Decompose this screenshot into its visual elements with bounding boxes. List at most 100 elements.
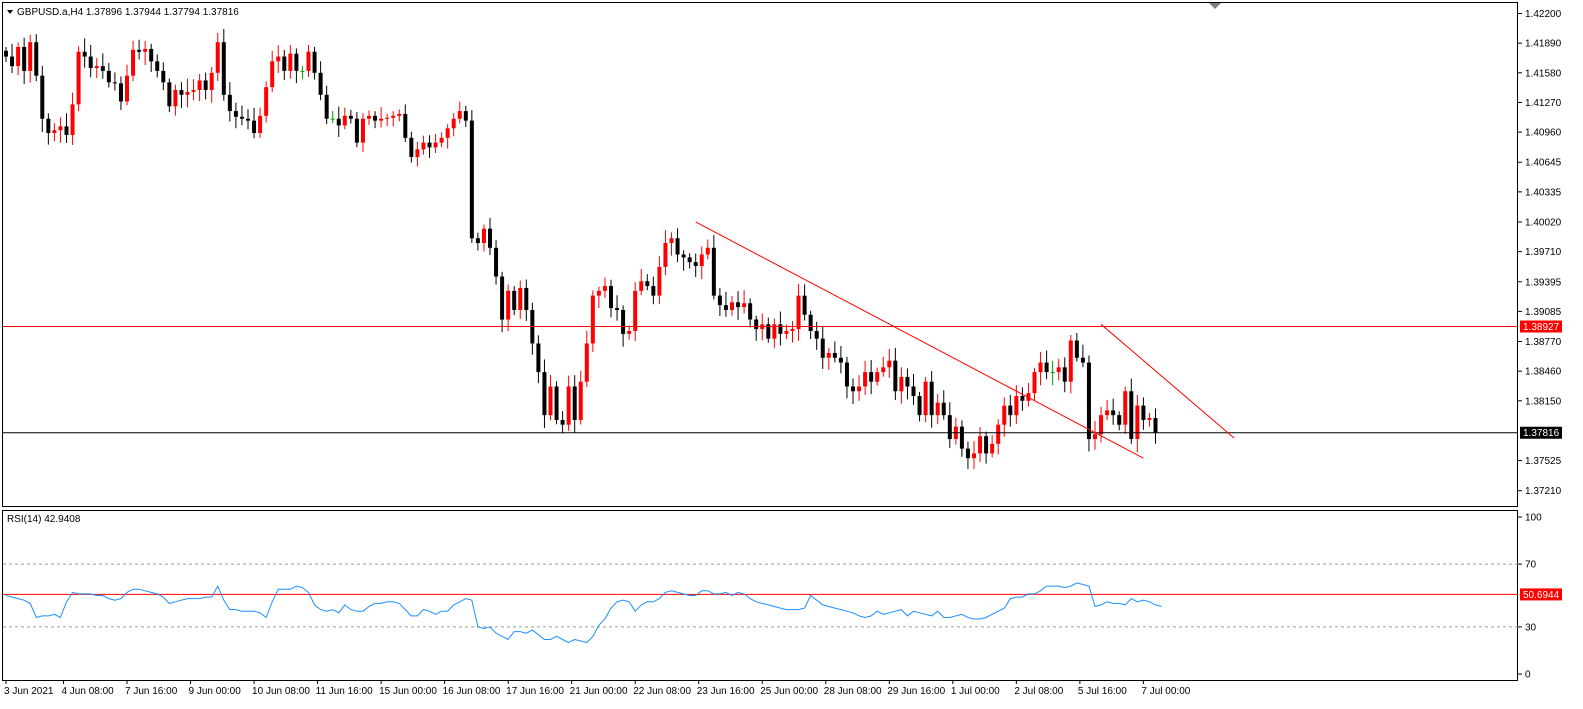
candle-body [354, 118, 359, 143]
candle-body [488, 228, 492, 248]
candle-body [984, 436, 989, 454]
candle-body [766, 324, 771, 339]
candle [808, 310, 813, 340]
price-pane[interactable] [2, 2, 1518, 507]
candle-body [161, 70, 166, 83]
candle [1038, 351, 1043, 386]
candle [1080, 344, 1085, 368]
candle [923, 377, 928, 423]
candle-body [155, 61, 160, 71]
candle [1147, 412, 1152, 427]
candle-body [227, 94, 232, 112]
candle-body [421, 142, 426, 150]
candle [1050, 360, 1055, 386]
candle [663, 230, 668, 276]
candle [100, 53, 105, 79]
candle-body [911, 386, 916, 397]
candle-body [687, 257, 692, 263]
candle-body [802, 295, 807, 315]
candle [58, 117, 63, 143]
candle-body [681, 254, 686, 258]
candle [221, 28, 226, 101]
candle [693, 253, 698, 278]
candle [572, 375, 577, 433]
candle [627, 325, 632, 340]
candle [40, 65, 45, 133]
candle-body [826, 352, 831, 358]
candle [28, 34, 33, 83]
candle-body [796, 295, 801, 330]
candle [439, 132, 444, 147]
candle [379, 107, 384, 128]
candle [421, 135, 426, 155]
candle-body [609, 286, 613, 309]
candle [88, 44, 93, 78]
candle [34, 34, 39, 82]
time-tick-label: 15 Jun 00:00 [379, 686, 437, 697]
candle-body [239, 116, 244, 119]
candle-body [651, 286, 656, 296]
candle [778, 311, 783, 346]
candle [512, 286, 517, 316]
candle [542, 359, 547, 428]
candle [524, 279, 529, 321]
candle [717, 287, 722, 317]
candle-body [748, 303, 753, 320]
candle-body [415, 149, 420, 157]
candle-body [1153, 418, 1158, 433]
candle [941, 390, 946, 420]
candle [391, 111, 396, 127]
candle [790, 321, 795, 343]
candle-body [518, 287, 523, 310]
candle-body [663, 243, 668, 267]
candle-body [179, 90, 184, 95]
candle-body [427, 142, 432, 148]
candle [802, 284, 807, 321]
candle [282, 50, 287, 81]
candle-body [1014, 396, 1019, 416]
candle [1020, 387, 1025, 411]
rsi-tick-label: 30 [1525, 622, 1537, 633]
price-tick-label: 1.38460 [1525, 367, 1562, 378]
candle [149, 43, 154, 73]
candle-body [125, 75, 129, 102]
candle [481, 224, 486, 252]
candle-body [869, 372, 874, 382]
chart-shift-marker-icon[interactable] [1209, 3, 1221, 9]
candle-body [463, 111, 468, 121]
candle [705, 239, 710, 260]
trendlines [695, 221, 1235, 459]
candle [1062, 357, 1067, 393]
candle-body [173, 90, 178, 107]
candle-body [451, 118, 456, 129]
candle-body [258, 115, 263, 134]
candle-body [4, 50, 8, 57]
candle-body [990, 443, 995, 454]
candle [294, 48, 299, 84]
candle-body [137, 49, 142, 52]
candle [990, 435, 995, 458]
candle-body [397, 113, 402, 116]
candle [403, 104, 408, 142]
symbol-menu-icon[interactable] [7, 10, 13, 14]
candle-body [88, 56, 93, 69]
candle-body [300, 70, 305, 72]
candle-body [578, 381, 583, 420]
candle-body [857, 386, 862, 392]
candle [748, 298, 753, 328]
candle-body [615, 308, 620, 310]
candle [869, 360, 874, 395]
candle-body [348, 115, 353, 119]
price-axis-ticks: 1.42200 1.41890 1.41580 1.41270 1.40960 1.406… [1518, 9, 1562, 497]
rsi-pane[interactable] [2, 510, 1518, 681]
time-tick-label: 5 Jul 16:00 [1078, 686, 1127, 697]
candle-body [215, 42, 220, 73]
candle [851, 378, 855, 404]
candle-body [590, 295, 595, 344]
price-label-box [1520, 320, 1562, 333]
candle-body [905, 376, 910, 387]
candle-body [723, 305, 728, 310]
candle-body [185, 91, 190, 95]
candle [590, 290, 595, 353]
time-tick-label: 7 Jun 16:00 [125, 686, 178, 697]
